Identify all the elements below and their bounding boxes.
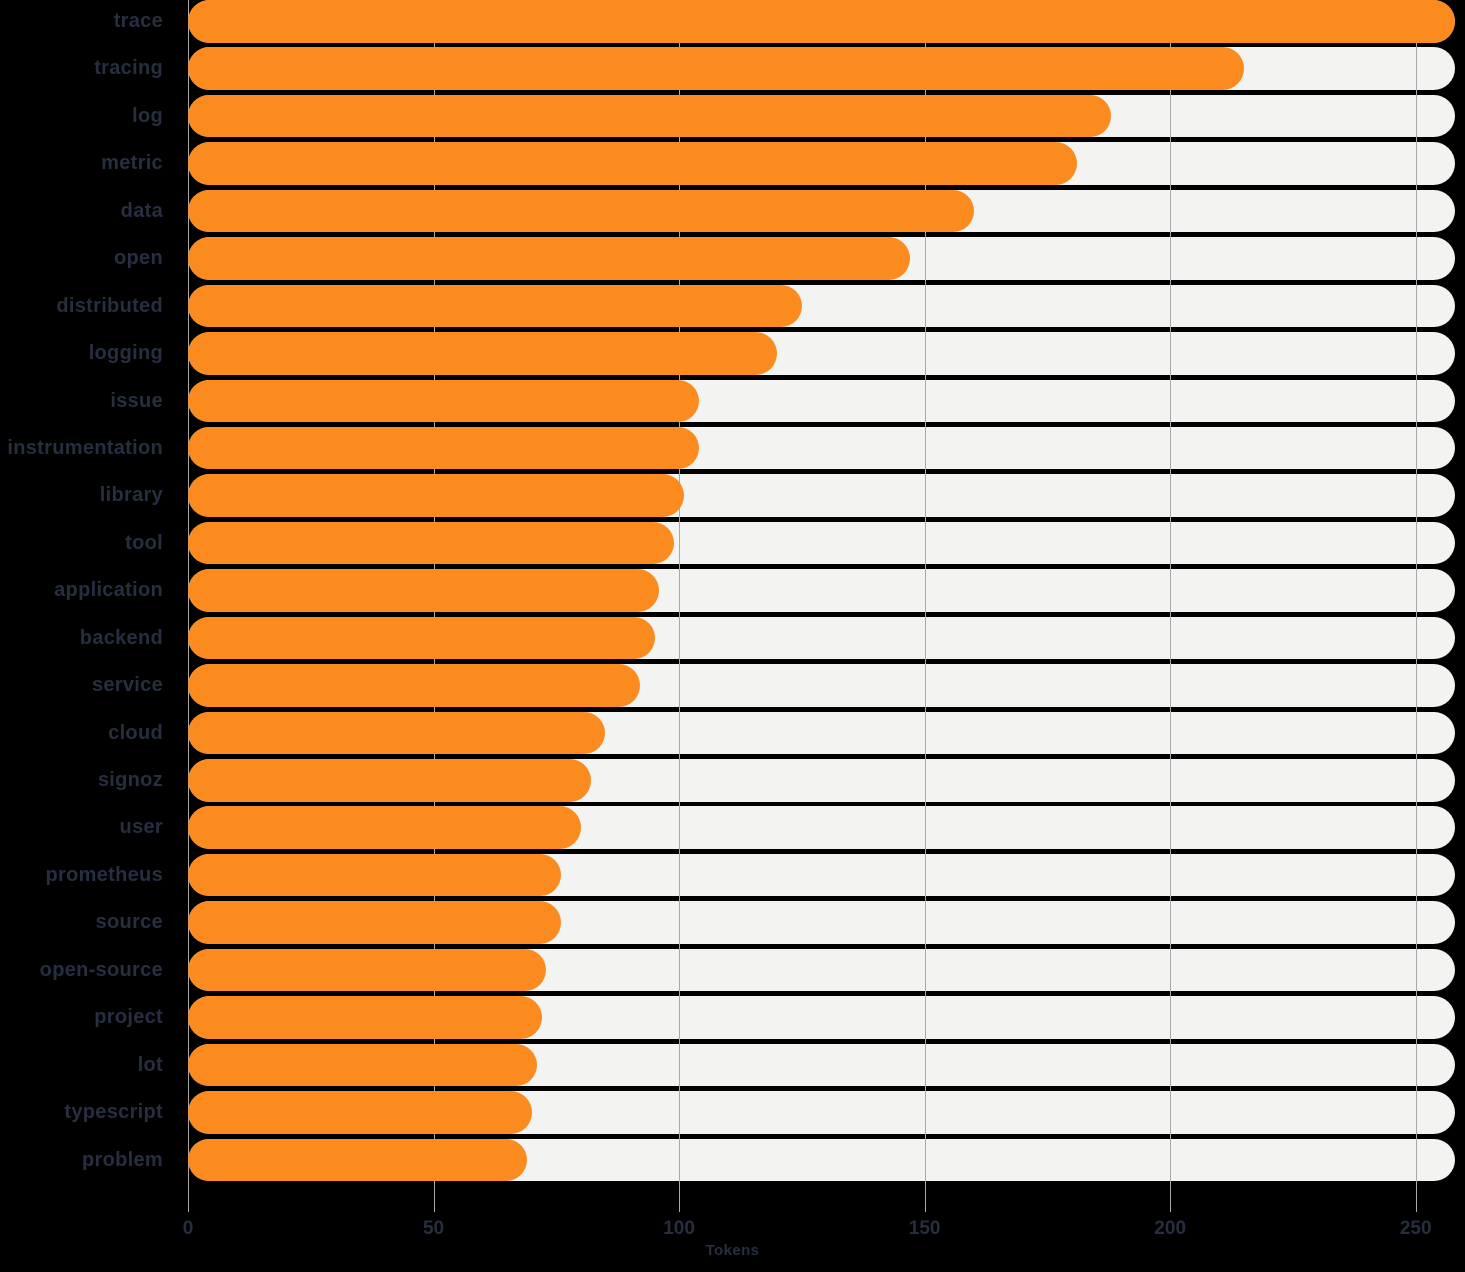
- bar-row: [188, 237, 1455, 284]
- category-label: signoz: [97, 769, 163, 792]
- bar: [188, 664, 640, 707]
- x-tick-label: 0: [182, 1218, 194, 1239]
- category-label: tool: [125, 531, 163, 554]
- bar: [188, 996, 542, 1039]
- bar: [188, 853, 562, 897]
- bar-row: [188, 189, 1455, 237]
- x-tick-label: 200: [1154, 1218, 1187, 1239]
- category-label: log: [132, 104, 163, 127]
- bar-row: [188, 332, 1455, 379]
- category-label: service: [91, 674, 163, 697]
- x-tick-mark: [1170, 1186, 1172, 1212]
- category-label: problem: [82, 1148, 163, 1171]
- bar: [188, 948, 547, 992]
- bar-row: [188, 521, 1455, 569]
- category-label: user: [119, 816, 163, 839]
- category-label: project: [94, 1006, 163, 1029]
- bar: [188, 1138, 527, 1181]
- category-label: instrumentation: [7, 436, 163, 459]
- bar: [188, 379, 699, 422]
- bar-row: [188, 0, 1455, 47]
- bar: [188, 806, 581, 849]
- gridline: [1170, 0, 1172, 1186]
- gridline: [1415, 0, 1417, 1186]
- category-label: typescript: [64, 1101, 163, 1124]
- bar: [188, 332, 778, 375]
- category-label: backend: [79, 626, 163, 649]
- x-tick-mark: [433, 1186, 435, 1212]
- bar: [188, 94, 1112, 138]
- bar-row: [188, 853, 1455, 901]
- category-label: application: [54, 579, 163, 602]
- bar: [188, 759, 591, 802]
- bar: [188, 711, 606, 755]
- category-label: logging: [88, 342, 163, 365]
- bar: [188, 1091, 532, 1134]
- category-label: data: [120, 199, 163, 222]
- bar-row: [188, 94, 1455, 142]
- category-label: library: [99, 484, 163, 507]
- x-tick-mark: [1415, 1186, 1417, 1212]
- x-tick-label: 250: [1399, 1218, 1432, 1239]
- bar-row: [188, 426, 1455, 474]
- bar: [188, 1043, 537, 1087]
- plot-area: [188, 0, 1455, 1186]
- gridline: [924, 0, 926, 1186]
- bar: [188, 521, 675, 565]
- y-axis-labels: trace tracing log metric data open distributed…: [0, 0, 163, 1186]
- bar-row: [188, 711, 1455, 759]
- bar-row: [188, 806, 1455, 853]
- bar-row: [188, 569, 1455, 616]
- x-tick-mark: [188, 1186, 189, 1212]
- bar-row: [188, 474, 1455, 521]
- category-label: source: [95, 911, 163, 934]
- bar: [188, 616, 655, 660]
- gridline: [679, 0, 681, 1186]
- category-label: prometheus: [45, 863, 163, 886]
- bar: [188, 237, 910, 280]
- bar-row: [188, 616, 1455, 664]
- bar-row: [188, 142, 1455, 189]
- bar-row: [188, 759, 1455, 806]
- bar-row: [188, 1091, 1455, 1138]
- bar-row: [188, 948, 1455, 996]
- bar-row: [188, 47, 1455, 94]
- category-label: tracing: [94, 57, 163, 80]
- bar-row: [188, 1043, 1455, 1091]
- bar-row: [188, 901, 1455, 948]
- x-tick-label: 100: [663, 1218, 695, 1239]
- bar-row: [188, 1138, 1455, 1186]
- bar: [188, 0, 1455, 43]
- x-tick-label: 150: [908, 1218, 941, 1239]
- category-label: cloud: [108, 721, 163, 744]
- category-label: open: [114, 247, 163, 270]
- bar-row: [188, 664, 1455, 711]
- category-label: issue: [110, 389, 163, 412]
- category-label: trace: [113, 10, 163, 32]
- bar-row: [188, 379, 1455, 427]
- x-tick-label: 50: [422, 1218, 445, 1239]
- bar: [188, 142, 1077, 185]
- category-label: distributed: [56, 294, 163, 317]
- bar-row: [188, 284, 1455, 332]
- bar: [188, 474, 684, 517]
- bar: [188, 426, 699, 470]
- category-label: metric: [101, 152, 163, 175]
- bar: [188, 189, 974, 233]
- bar: [188, 284, 802, 328]
- bar: [188, 569, 660, 612]
- category-label: open-source: [39, 958, 163, 981]
- x-tick-mark: [924, 1186, 926, 1212]
- category-label: lot: [137, 1053, 163, 1076]
- bar: [188, 47, 1244, 90]
- bar-row: [188, 996, 1455, 1043]
- x-axis-label: Tokens: [705, 1242, 760, 1259]
- bar: [188, 901, 562, 944]
- x-axis: 0 50 100 150 200 250: [183, 1186, 1455, 1272]
- x-tick-mark: [679, 1186, 681, 1212]
